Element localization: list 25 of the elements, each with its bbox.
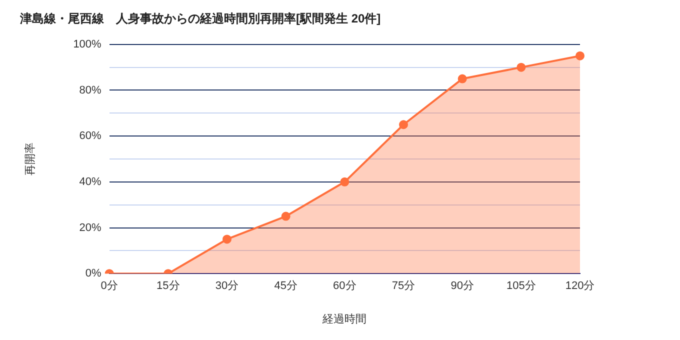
y-axis-title: 再開率 (24, 142, 37, 176)
x-tick-label: 90分 (450, 280, 474, 292)
point (399, 120, 408, 130)
chart-title: 津島線・尾西線 人身事故からの経過時間別再開率[駅間発生 20件] (19, 12, 381, 26)
x-tick-label: 15分 (156, 280, 180, 292)
point (222, 234, 232, 244)
point (516, 62, 526, 72)
y-tick-label: 40% (79, 176, 102, 188)
x-tick-label: 30分 (215, 280, 239, 292)
point (340, 177, 350, 186)
y-tick-label: 0% (85, 268, 102, 280)
x-tick-label: 60分 (333, 280, 356, 292)
y-tick-label: 20% (79, 222, 102, 234)
point (281, 212, 290, 221)
y-tick-label: 80% (79, 84, 102, 96)
x-tick-label: 75分 (392, 280, 416, 292)
x-axis-title: 経過時間 (322, 312, 367, 326)
point (458, 74, 467, 84)
x-tick-label: 105分 (506, 280, 536, 292)
x-tick-label: 120分 (565, 280, 595, 292)
x-tick-label: 45分 (274, 280, 298, 292)
point (576, 51, 584, 60)
y-tick-label: 60% (79, 130, 102, 142)
y-tick-label: 100% (73, 38, 102, 50)
x-tick-label: 0分 (100, 280, 118, 292)
